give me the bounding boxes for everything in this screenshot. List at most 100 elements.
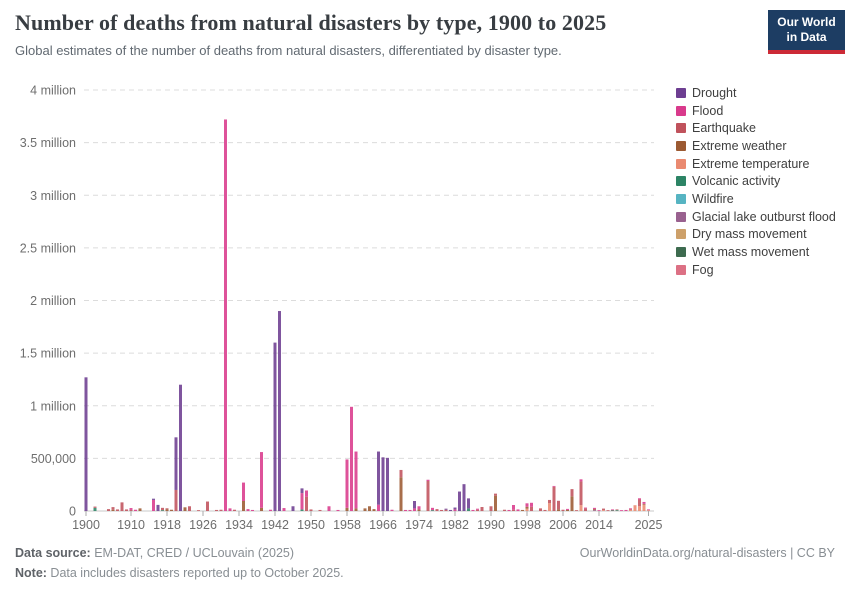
bar-segment-1990-E[interactable] [489,506,493,511]
bar-segment-1983-D[interactable] [458,491,461,511]
bar-segment-1941-F[interactable] [269,509,272,511]
bar-segment-1995-F[interactable] [512,505,515,510]
bar-segment-1919-W[interactable] [170,509,173,511]
legend-item-extreme-temperature[interactable]: Extreme temperature [676,155,836,173]
bar-segment-2013-F[interactable] [593,507,596,510]
bar-segment-2006-E[interactable] [561,509,565,511]
legend-item-earthquake[interactable]: Earthquake [676,119,836,137]
bar-segment-2008-W[interactable] [570,496,574,511]
bar-segment-1977-F[interactable] [431,507,434,511]
bar-segment-1966-D[interactable] [381,457,385,511]
bar-segment-2011-E[interactable] [584,508,587,511]
bar-segment-1948-F[interactable] [300,493,304,510]
bar-segment-1942-D[interactable] [273,342,277,511]
bar-segment-1993-E[interactable] [503,509,506,511]
bar-segment-2001-E[interactable] [539,508,542,511]
owid-logo[interactable]: Our World in Data [768,10,845,54]
bar-segment-1999-F[interactable] [530,502,533,507]
bar-segment-1974-W[interactable] [417,509,421,511]
bar-segment-1996-F[interactable] [516,509,520,511]
bar-segment-2023-T[interactable] [638,506,641,511]
bar-segment-1976-E[interactable] [426,481,430,511]
bar-segment-1973-F[interactable] [413,508,416,511]
bar-segment-1985-V[interactable] [467,508,470,511]
bar-segment-2010-T[interactable] [579,505,583,511]
bar-segment-2011-F[interactable] [584,507,587,509]
bar-segment-1964-W[interactable] [372,509,376,511]
bar-segment-1979-E[interactable] [440,509,443,511]
bar-segment-2009-E[interactable] [575,510,578,511]
bar-segment-2013-W[interactable] [593,509,596,511]
bar-segment-1995-E[interactable] [512,509,515,511]
bar-segment-2025-T[interactable] [647,510,650,511]
bar-segment-1917-V[interactable] [161,510,164,511]
bar-segment-1912-W[interactable] [138,508,142,511]
legend-item-drought[interactable]: Drought [676,84,836,102]
bar-segment-2023-E[interactable] [638,499,641,507]
bar-segment-2024-F[interactable] [642,501,646,504]
bar-segment-1902-V[interactable] [93,507,97,511]
bar-segment-1932-F[interactable] [228,508,232,511]
bar-segment-1954-F[interactable] [327,506,331,511]
bar-segment-1920-D[interactable] [174,437,178,490]
bar-segment-2017-F[interactable] [611,509,614,511]
bar-segment-1998-F[interactable] [525,503,529,507]
bar-segment-1984-D[interactable] [462,484,466,511]
bar-segment-2018-V[interactable] [615,510,619,511]
bar-segment-1967-D[interactable] [386,457,389,511]
bar-segment-2019-F[interactable] [620,510,623,511]
bar-segment-2024-W[interactable] [642,503,646,505]
bar-segment-1958-F[interactable] [345,459,349,508]
bar-segment-1974-F[interactable] [417,506,421,510]
bar-segment-1900-D[interactable] [84,377,88,511]
bar-segment-1939-W[interactable] [260,507,263,511]
bar-segment-1935-F[interactable] [242,482,245,502]
bar-segment-1973-D[interactable] [413,501,416,509]
bar-segment-1988-E[interactable] [480,507,484,511]
bar-segment-1985-D[interactable] [467,498,470,509]
bar-segment-1918-E[interactable] [165,508,169,510]
legend-item-glacial-lake-outburst-flood[interactable]: Glacial lake outburst flood [676,208,836,226]
bar-segment-1927-E[interactable] [206,501,209,511]
bar-segment-1935-W[interactable] [242,501,245,511]
bar-segment-1980-D[interactable] [444,508,448,510]
bar-segment-2005-E[interactable] [557,500,560,510]
bar-segment-1948-D[interactable] [300,488,304,494]
bar-segment-1910-E[interactable] [129,509,133,511]
bar-segment-1918-W[interactable] [165,509,169,511]
bar-segment-1917-E[interactable] [161,507,164,511]
bar-segment-2013-G[interactable] [593,510,596,511]
bar-segment-1952-E[interactable] [318,509,322,511]
bar-segment-2023-F[interactable] [638,498,641,500]
bar-segment-1950-E[interactable] [309,509,313,511]
bar-segment-1939-F[interactable] [260,452,263,508]
bar-segment-1923-E[interactable] [188,506,191,511]
bar-segment-1998-W[interactable] [525,506,529,509]
bar-segment-1960-W[interactable] [354,508,358,511]
bar-segment-1910-F[interactable] [129,508,133,510]
bar-segment-2010-E[interactable] [579,481,583,506]
bar-segment-2021-T[interactable] [629,509,632,511]
bar-segment-1972-F[interactable] [408,509,412,511]
bar-segment-1980-E[interactable] [444,509,448,511]
bar-segment-1982-F[interactable] [453,509,457,511]
bar-segment-1929-E[interactable] [215,509,218,511]
bar-segment-2003-E[interactable] [548,499,551,504]
bar-segment-1981-D[interactable] [449,509,452,511]
legend-item-wet-mass-movement[interactable]: Wet mass movement [676,243,836,261]
bar-segment-2018-E[interactable] [615,509,619,511]
bar-segment-2002-E[interactable] [543,509,547,511]
bar-segment-1998-T[interactable] [525,508,529,511]
footer-url[interactable]: OurWorldinData.org/natural-disasters | C… [579,546,835,560]
bar-segment-1963-W[interactable] [368,506,371,511]
bar-segment-2025-F[interactable] [647,509,650,511]
bar-segment-1997-W[interactable] [521,509,524,511]
bar-segment-2015-T[interactable] [602,510,605,511]
bar-segment-2015-E[interactable] [602,508,605,511]
bar-segment-2010-F[interactable] [579,479,583,482]
bar-segment-2008-E[interactable] [570,489,574,497]
legend-item-wildfire[interactable]: Wildfire [676,190,836,208]
bar-segment-1937-F[interactable] [251,509,254,511]
legend-item-dry-mass-movement[interactable]: Dry mass movement [676,226,836,244]
bar-segment-1999-E[interactable] [530,506,533,511]
